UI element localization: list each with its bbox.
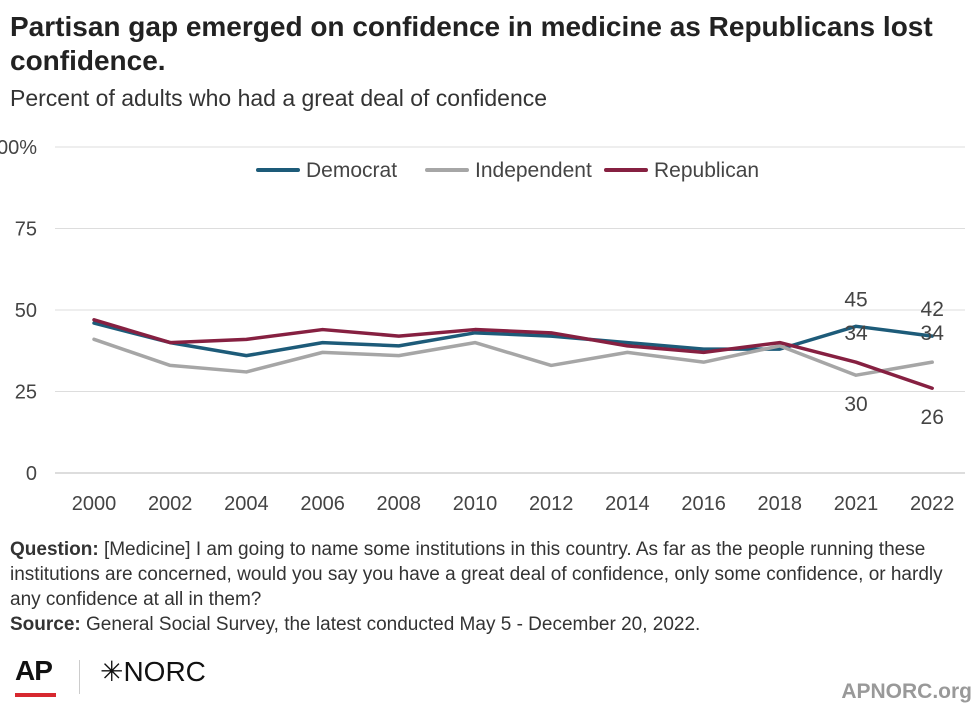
y-tick-label: 0	[26, 463, 37, 485]
x-tick-label: 2022	[910, 493, 955, 515]
chart-subtitle: Percent of adults who had a great deal o…	[10, 85, 548, 111]
legend-label: Democrat	[306, 159, 397, 182]
x-tick-label: 2018	[758, 493, 803, 515]
question-note: Question: [Medicine] I am going to name …	[10, 537, 970, 612]
x-tick-label: 2000	[72, 493, 117, 515]
x-tick-label: 2021	[834, 493, 879, 515]
question-text: [Medicine] I am going to name some insti…	[10, 539, 943, 610]
x-tick-label: 2016	[681, 493, 726, 515]
line-chart: 0 25 50 75 100% 2000 2002 2004 2006 2008 2010 2012 2…	[0, 137, 965, 515]
source-text: General Social Survey, the latest conduc…	[86, 614, 701, 635]
x-tick-label: 2002	[148, 493, 193, 515]
data-label: 45	[844, 288, 867, 311]
norc-logo: ✳NORC	[100, 656, 206, 687]
site-url: APNORC.org	[841, 680, 972, 703]
data-label: 34	[921, 322, 945, 345]
ap-logo-underline	[15, 693, 56, 697]
question-label: Question:	[10, 539, 99, 560]
data-label: 42	[921, 298, 944, 321]
ap-logo: AP	[15, 655, 53, 686]
source-label: Source:	[10, 614, 81, 635]
data-label: 30	[844, 393, 867, 416]
y-tick-label: 25	[15, 382, 37, 404]
y-tick-label: 75	[15, 219, 37, 241]
source-note: Source: General Social Survey, the lates…	[10, 612, 970, 637]
x-tick-label: 2004	[224, 493, 269, 515]
y-tick-label: 100%	[0, 137, 37, 159]
legend-label: Republican	[654, 159, 759, 182]
legend-label: Independent	[475, 159, 592, 182]
x-tick-label: 2008	[377, 493, 422, 515]
logo-divider	[79, 660, 80, 694]
x-tick-label: 2006	[300, 493, 345, 515]
data-label: 34	[844, 322, 868, 345]
data-label: 26	[921, 406, 944, 429]
chart-title: Partisan gap emerged on confidence in me…	[10, 11, 933, 76]
footnote: Question: [Medicine] I am going to name …	[10, 537, 970, 637]
x-tick-label: 2010	[453, 493, 498, 515]
x-tick-label: 2012	[529, 493, 574, 515]
series-line-republican	[92, 318, 934, 390]
y-tick-label: 50	[15, 300, 37, 322]
x-tick-label: 2014	[605, 493, 650, 515]
series-line-independent	[92, 337, 934, 377]
